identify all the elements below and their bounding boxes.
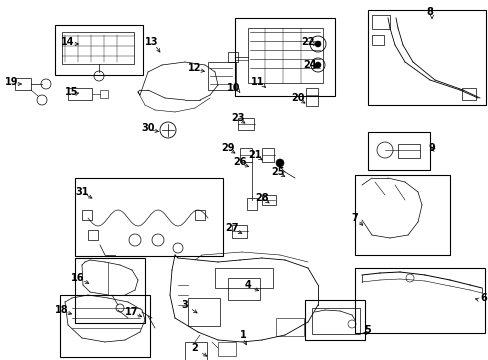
- Text: 22: 22: [301, 37, 314, 47]
- Bar: [262, 195, 275, 205]
- Text: 17: 17: [125, 307, 139, 317]
- Text: 18: 18: [55, 305, 69, 315]
- Text: 25: 25: [271, 167, 284, 177]
- Text: 21: 21: [248, 150, 261, 160]
- Text: 23: 23: [231, 113, 244, 123]
- Bar: [207, 62, 236, 90]
- Text: 3: 3: [181, 300, 188, 310]
- Text: 26: 26: [233, 157, 246, 167]
- Circle shape: [314, 41, 320, 47]
- Text: 27: 27: [225, 223, 238, 233]
- Text: 6: 6: [480, 293, 487, 303]
- Bar: [75, 178, 223, 256]
- Text: 12: 12: [188, 63, 202, 73]
- Bar: [371, 35, 383, 45]
- Circle shape: [275, 159, 284, 167]
- Bar: [184, 342, 206, 360]
- Text: 31: 31: [75, 187, 88, 197]
- Bar: [246, 198, 257, 210]
- Bar: [235, 18, 334, 96]
- Bar: [240, 148, 251, 162]
- Text: 4: 4: [244, 280, 251, 290]
- Bar: [55, 25, 142, 75]
- Bar: [68, 88, 92, 100]
- Bar: [231, 225, 246, 238]
- Bar: [195, 210, 204, 220]
- Bar: [247, 28, 323, 83]
- Text: 9: 9: [428, 143, 434, 153]
- Bar: [88, 230, 98, 240]
- Bar: [187, 298, 220, 326]
- Text: 7: 7: [351, 213, 358, 223]
- Bar: [371, 15, 389, 29]
- Text: 24: 24: [303, 60, 316, 70]
- Bar: [60, 295, 150, 357]
- Text: 20: 20: [291, 93, 304, 103]
- Text: 28: 28: [255, 193, 268, 203]
- Circle shape: [314, 62, 320, 68]
- Text: 15: 15: [65, 87, 79, 97]
- Bar: [82, 210, 92, 220]
- Bar: [227, 278, 260, 300]
- Text: 29: 29: [221, 143, 234, 153]
- Bar: [354, 268, 484, 333]
- Text: 13: 13: [145, 37, 159, 47]
- Bar: [461, 88, 475, 100]
- Text: 5: 5: [364, 325, 370, 335]
- Bar: [215, 268, 272, 288]
- Bar: [62, 32, 134, 64]
- Bar: [311, 308, 359, 334]
- Text: 14: 14: [61, 37, 75, 47]
- Text: 1: 1: [239, 330, 246, 340]
- Text: 10: 10: [227, 83, 240, 93]
- Text: 2: 2: [191, 343, 198, 353]
- Bar: [218, 342, 236, 356]
- Text: 8: 8: [426, 7, 432, 17]
- Bar: [367, 132, 429, 170]
- Bar: [75, 258, 145, 323]
- Text: 11: 11: [251, 77, 264, 87]
- Text: 19: 19: [5, 77, 19, 87]
- Bar: [238, 118, 253, 130]
- Bar: [367, 10, 485, 105]
- Bar: [305, 88, 317, 106]
- Text: 30: 30: [141, 123, 154, 133]
- Bar: [262, 148, 273, 162]
- Bar: [397, 144, 419, 158]
- Bar: [354, 175, 449, 255]
- Bar: [275, 318, 304, 336]
- Bar: [227, 52, 238, 62]
- Bar: [15, 78, 31, 90]
- Text: 16: 16: [71, 273, 84, 283]
- Bar: [305, 300, 364, 340]
- Bar: [100, 90, 108, 98]
